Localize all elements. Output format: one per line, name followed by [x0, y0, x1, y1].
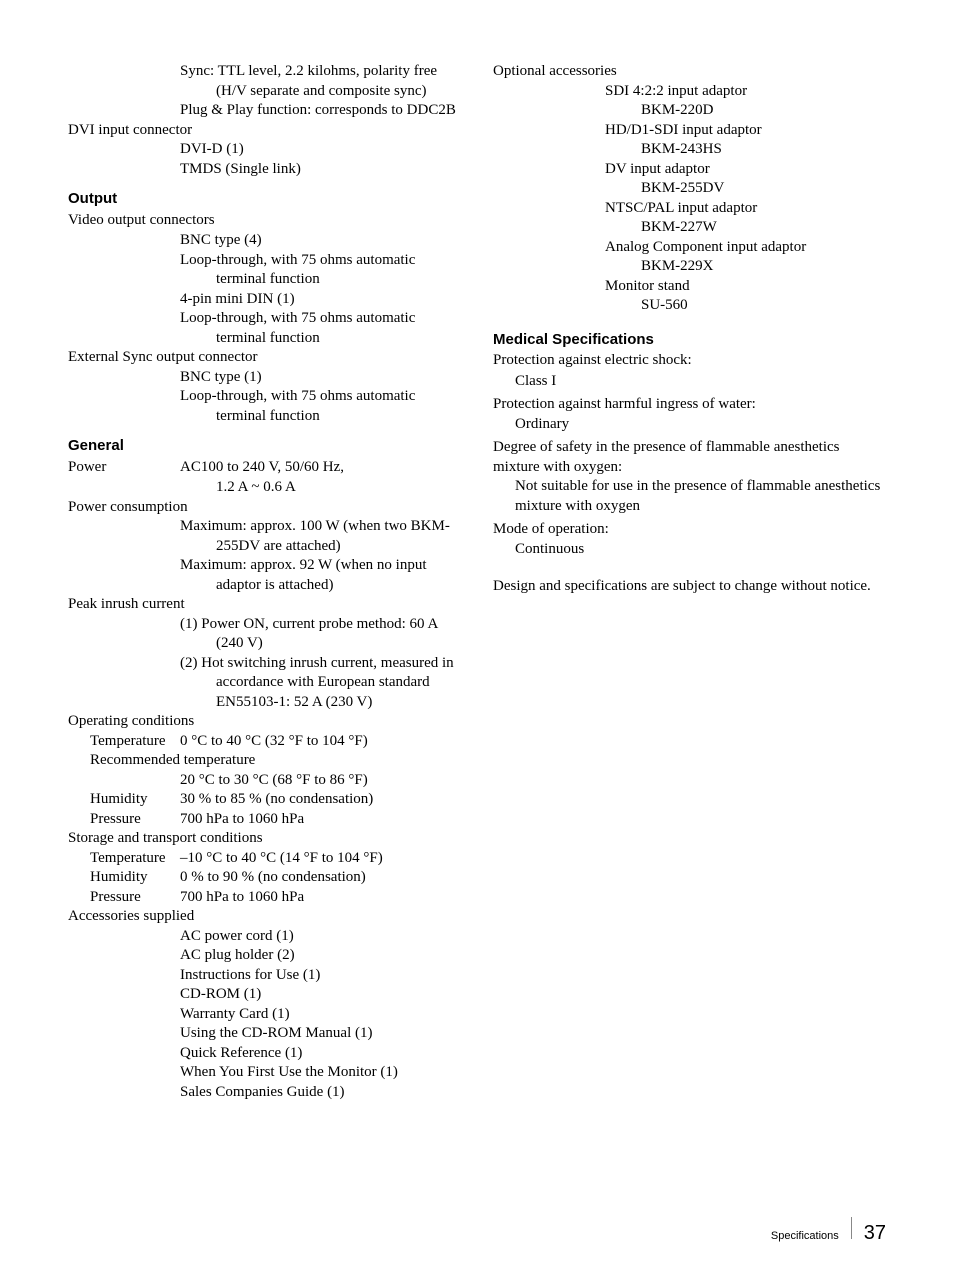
- plug-play-line: Plug & Play function: corresponds to DDC…: [68, 101, 461, 121]
- mode-label: Mode of operation:: [493, 520, 886, 540]
- storage-hum-row: Humidity 0 % to 90 % (no condensation): [68, 868, 461, 888]
- output-heading: Output: [68, 189, 461, 209]
- video-out-1: Loop-through, with 75 ohms automatic ter…: [68, 251, 461, 290]
- storage-pres-row: Pressure 700 hPa to 1060 hPa: [68, 888, 461, 908]
- optacc-label: Optional accessories: [493, 62, 886, 82]
- optacc-2-name: DV input adaptor: [493, 160, 886, 180]
- storage-pres-val: 700 hPa to 1060 hPa: [180, 888, 304, 908]
- acc-8: Sales Companies Guide (1): [68, 1083, 461, 1103]
- page-content: Sync: TTL level, 2.2 kilohms, polarity f…: [0, 0, 954, 1142]
- shock-val: Class I: [493, 372, 886, 392]
- storage-temp-key: Temperature: [68, 849, 180, 869]
- ext-sync-1: Loop-through, with 75 ohms automatic ter…: [68, 387, 461, 426]
- dvi-line-1: TMDS (Single link): [68, 160, 461, 180]
- optacc-1-name: HD/D1-SDI input adaptor: [493, 121, 886, 141]
- acc-0: AC power cord (1): [68, 927, 461, 947]
- acc-4: Warranty Card (1): [68, 1005, 461, 1025]
- footer-label: Specifications: [771, 1229, 839, 1243]
- left-column: Sync: TTL level, 2.2 kilohms, polarity f…: [68, 62, 461, 1102]
- storage-label: Storage and transport conditions: [68, 829, 461, 849]
- mode-val: Continuous: [493, 540, 886, 560]
- notice: Design and specifications are subject to…: [493, 577, 886, 597]
- opcond-temp-key: Temperature: [68, 732, 180, 752]
- opcond-hum-val: 30 % to 85 % (no condensation): [180, 790, 373, 810]
- optacc-0-model: BKM-220D: [493, 101, 886, 121]
- optacc-5-model: SU-560: [493, 296, 886, 316]
- ext-sync-label: External Sync output connector: [68, 348, 461, 368]
- dvi-input-label: DVI input connector: [68, 121, 461, 141]
- power-val2: 1.2 A ~ 0.6 A: [68, 478, 461, 498]
- acc-3: CD-ROM (1): [68, 985, 461, 1005]
- power-cons-0: Maximum: approx. 100 W (when two BKM-255…: [68, 517, 461, 556]
- peak-label: Peak inrush current: [68, 595, 461, 615]
- acc-7: When You First Use the Monitor (1): [68, 1063, 461, 1083]
- opcond-temp-row: Temperature 0 °C to 40 °C (32 °F to 104 …: [68, 732, 461, 752]
- optacc-5-name: Monitor stand: [493, 277, 886, 297]
- water-val: Ordinary: [493, 415, 886, 435]
- water-label: Protection against harmful ingress of wa…: [493, 395, 886, 415]
- page-footer: Specifications 37: [771, 1217, 886, 1246]
- storage-hum-val: 0 % to 90 % (no condensation): [180, 868, 366, 888]
- opcond-hum-row: Humidity 30 % to 85 % (no condensation): [68, 790, 461, 810]
- storage-hum-key: Humidity: [68, 868, 180, 888]
- acc-2: Instructions for Use (1): [68, 966, 461, 986]
- optacc-2-model: BKM-255DV: [493, 179, 886, 199]
- power-key: Power: [68, 458, 180, 478]
- video-out-2: 4-pin mini DIN (1): [68, 290, 461, 310]
- opcond-label: Operating conditions: [68, 712, 461, 732]
- opcond-pres-key: Pressure: [68, 810, 180, 830]
- shock-label: Protection against electric shock:: [493, 351, 886, 371]
- video-out-label: Video output connectors: [68, 211, 461, 231]
- optacc-1-model: BKM-243HS: [493, 140, 886, 160]
- storage-temp-row: Temperature –10 °C to 40 °C (14 °F to 10…: [68, 849, 461, 869]
- power-val: AC100 to 240 V, 50/60 Hz,: [180, 458, 344, 478]
- optacc-3-model: BKM-227W: [493, 218, 886, 238]
- sync-line: Sync: TTL level, 2.2 kilohms, polarity f…: [68, 62, 461, 101]
- optacc-4-model: BKM-229X: [493, 257, 886, 277]
- dvi-line-0: DVI-D (1): [68, 140, 461, 160]
- storage-temp-val: –10 °C to 40 °C (14 °F to 104 °F): [180, 849, 383, 869]
- page-number: 37: [864, 1220, 886, 1246]
- acc-label: Accessories supplied: [68, 907, 461, 927]
- rectemp-label: Recommended temperature: [68, 751, 461, 771]
- video-out-3: Loop-through, with 75 ohms automatic ter…: [68, 309, 461, 348]
- power-cons-1: Maximum: approx. 92 W (when no input ada…: [68, 556, 461, 595]
- peak-1: (2) Hot switching inrush current, measur…: [68, 654, 461, 713]
- power-cons-label: Power consumption: [68, 498, 461, 518]
- flam-val: Not suitable for use in the presence of …: [493, 477, 886, 516]
- footer-divider: [851, 1217, 852, 1239]
- acc-6: Quick Reference (1): [68, 1044, 461, 1064]
- general-heading: General: [68, 436, 461, 456]
- peak-0: (1) Power ON, current probe method: 60 A…: [68, 615, 461, 654]
- acc-1: AC plug holder (2): [68, 946, 461, 966]
- rectemp-val: 20 °C to 30 °C (68 °F to 86 °F): [68, 771, 461, 791]
- optacc-4-name: Analog Component input adaptor: [493, 238, 886, 258]
- right-column: Optional accessories SDI 4:2:2 input ada…: [493, 62, 886, 1102]
- optacc-0-name: SDI 4:2:2 input adaptor: [493, 82, 886, 102]
- opcond-pres-row: Pressure 700 hPa to 1060 hPa: [68, 810, 461, 830]
- opcond-temp-val: 0 °C to 40 °C (32 °F to 104 °F): [180, 732, 368, 752]
- power-row: Power AC100 to 240 V, 50/60 Hz,: [68, 458, 461, 478]
- opcond-pres-val: 700 hPa to 1060 hPa: [180, 810, 304, 830]
- medspec-heading: Medical Specifications: [493, 330, 886, 350]
- storage-pres-key: Pressure: [68, 888, 180, 908]
- ext-sync-0: BNC type (1): [68, 368, 461, 388]
- flam-label: Degree of safety in the presence of flam…: [493, 438, 886, 477]
- video-out-0: BNC type (4): [68, 231, 461, 251]
- opcond-hum-key: Humidity: [68, 790, 180, 810]
- optacc-3-name: NTSC/PAL input adaptor: [493, 199, 886, 219]
- acc-5: Using the CD-ROM Manual (1): [68, 1024, 461, 1044]
